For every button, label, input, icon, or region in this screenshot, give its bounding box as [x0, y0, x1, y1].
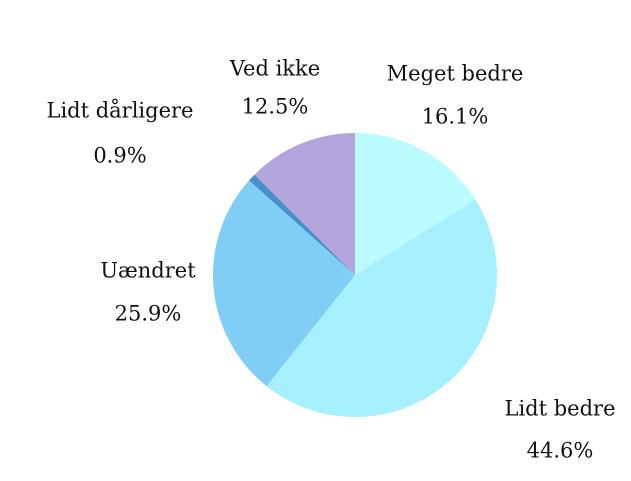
slice-label: Meget bedre — [387, 62, 524, 86]
slice-label: Ved ikke — [229, 57, 320, 81]
slice-label: Lidt dårligere — [47, 99, 194, 123]
slice-value: 25.9% — [115, 302, 182, 326]
slice-label: Uændret — [100, 259, 196, 283]
pie-slice — [355, 133, 476, 275]
slice-value: 44.6% — [527, 439, 594, 463]
slice-value: 12.5% — [242, 95, 309, 119]
pie-slice — [266, 199, 497, 417]
slice-label: Lidt bedre — [505, 397, 616, 421]
pie-slice — [213, 180, 355, 387]
slice-value: 16.1% — [422, 105, 489, 129]
slice-value: 0.9% — [93, 144, 146, 168]
pie-slice — [249, 174, 355, 275]
pie-slice — [254, 133, 355, 275]
